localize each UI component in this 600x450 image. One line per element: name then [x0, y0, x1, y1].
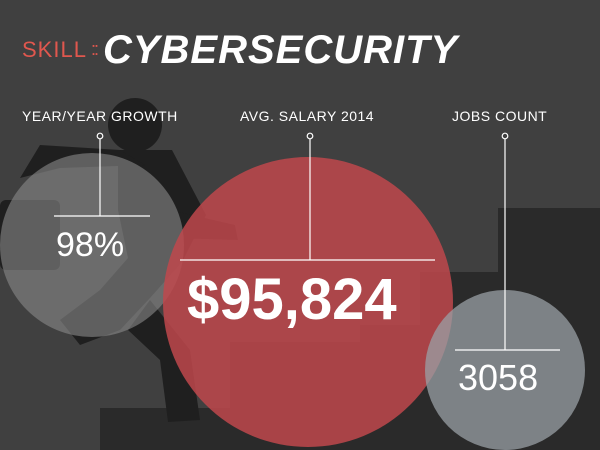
skill-label: SKILL	[22, 37, 87, 62]
salary-value: $95,824	[187, 266, 397, 333]
header: SKILL:: CYBERSECURITY	[22, 28, 458, 73]
jobs-value: 3058	[458, 357, 538, 399]
jobs-label: JOBS COUNT	[452, 108, 547, 124]
growth-connector-dot	[97, 133, 103, 139]
salary-label: AVG. SALARY 2014	[240, 108, 374, 124]
jobs-connector-dot	[502, 133, 508, 139]
silhouette-head	[108, 98, 162, 152]
growth-label: YEAR/YEAR GROWTH	[22, 108, 178, 124]
growth-value: 98%	[56, 226, 124, 265]
title-separator: ::	[91, 39, 97, 59]
page-title: CYBERSECURITY	[103, 28, 458, 72]
salary-connector-dot	[307, 133, 313, 139]
